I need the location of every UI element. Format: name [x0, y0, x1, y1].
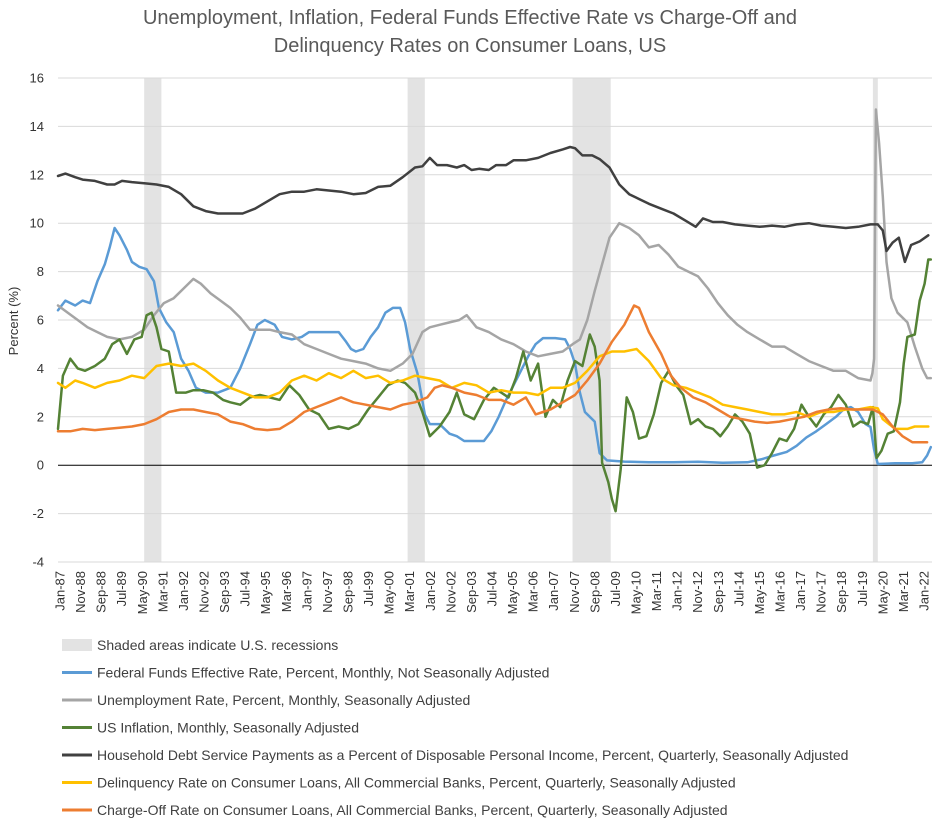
legend-label-3: US Inflation, Monthly, Seasonally Adjust…: [97, 720, 359, 736]
series-line-5: [56, 304, 929, 444]
y-tick-label-3: 2: [37, 409, 44, 424]
legend: Shaded areas indicate U.S. recessions Fed…: [62, 637, 848, 818]
x-tick-label-41: Mar-21: [896, 571, 911, 612]
x-tick-label-35: Mar-16: [773, 571, 788, 612]
series-line-3: [56, 145, 930, 264]
y-tick-label-7: 10: [30, 216, 44, 231]
x-tick-label-34: May-15: [752, 571, 767, 614]
series-lines: [56, 108, 933, 513]
x-tick-label-1: Nov-88: [73, 571, 88, 613]
x-tick-label-12: Jan-97: [299, 571, 314, 611]
x-tick-label-38: Sep-18: [834, 571, 849, 613]
x-tick-label-31: Nov-12: [690, 571, 705, 613]
x-tick-label-17: Mar-01: [402, 571, 417, 612]
legend-label-2: Unemployment Rate, Percent, Monthly, Sea…: [97, 692, 470, 708]
y-tick-label-1: -2: [32, 506, 44, 521]
legend-item-2: Unemployment Rate, Percent, Monthly, Sea…: [62, 692, 470, 708]
chart-title-line-1: Unemployment, Inflation, Federal Funds E…: [143, 7, 797, 29]
series-line-1: [56, 108, 933, 382]
x-tick-label-21: Jul-04: [485, 571, 500, 606]
x-tick-label-26: Sep-08: [587, 571, 602, 613]
x-tick-label-6: Jan-92: [176, 571, 191, 611]
x-tick-label-3: Jul-89: [114, 571, 129, 606]
x-tick-label-11: Mar-96: [279, 571, 294, 612]
legend-item-5: Delinquency Rate on Consumer Loans, All …: [62, 775, 736, 791]
x-axis-ticks: Jan-87 Nov-88 Sep-88 Jul-89 May-90 Mar-91 Jan-…: [53, 571, 932, 614]
y-tick-label-4: 4: [37, 361, 44, 376]
legend-label-5: Delinquency Rate on Consumer Loans, All …: [97, 775, 736, 791]
x-tick-label-20: Sep-03: [464, 571, 479, 613]
grid-lines: [58, 77, 932, 563]
y-tick-label-10: 16: [30, 71, 44, 86]
legend-item-3: US Inflation, Monthly, Seasonally Adjust…: [62, 720, 359, 736]
y-axis-label: Percent (%): [6, 287, 21, 356]
legend-label-6: Charge-Off Rate on Consumer Loans, All C…: [97, 802, 728, 818]
y-tick-label-0: -4: [32, 555, 44, 570]
x-tick-label-22: May-05: [505, 571, 520, 614]
x-tick-label-18: Jan-02: [423, 571, 438, 611]
x-tick-label-40: May-20: [875, 571, 890, 614]
x-tick-label-33: Jul-14: [731, 571, 746, 606]
x-tick-label-13: Nov-97: [320, 571, 335, 613]
x-tick-label-37: Nov-17: [814, 571, 829, 613]
x-tick-label-25: Nov-07: [567, 571, 582, 613]
x-tick-label-5: Mar-91: [155, 571, 170, 612]
x-tick-label-9: Jul-94: [238, 571, 253, 606]
legend-item-4: Household Debt Service Payments as a Per…: [62, 747, 848, 763]
x-tick-label-28: May-10: [629, 571, 644, 614]
legend-item-6: Charge-Off Rate on Consumer Loans, All C…: [62, 802, 728, 818]
legend-item-1: Federal Funds Effective Rate, Percent, M…: [62, 665, 549, 681]
x-tick-label-8: Sep-93: [217, 571, 232, 613]
y-tick-label-9: 14: [30, 119, 44, 134]
x-tick-label-27: Jul-09: [608, 571, 623, 606]
x-tick-label-4: May-90: [135, 571, 150, 614]
x-tick-label-7: Nov-92: [197, 571, 212, 613]
legend-swatch-0: [62, 639, 92, 651]
x-tick-label-2: Sep-88: [94, 571, 109, 613]
chart-title: Unemployment, Inflation, Federal Funds E…: [143, 7, 797, 57]
x-tick-label-32: Sep-13: [711, 571, 726, 613]
x-tick-label-30: Jan-12: [670, 571, 685, 611]
x-tick-label-42: Jan-22: [917, 571, 932, 611]
x-tick-label-16: May-00: [382, 571, 397, 614]
chart-title-line-2: Delinquency Rates on Consumer Loans, US: [274, 35, 666, 57]
y-tick-label-6: 8: [37, 264, 44, 279]
x-tick-label-24: Jan-07: [546, 571, 561, 611]
x-tick-label-39: Jul-19: [855, 571, 870, 606]
y-axis-ticks: -4 -2 0 2 4 6 8 10 12 14 16: [30, 71, 44, 570]
legend-label-1: Federal Funds Effective Rate, Percent, M…: [97, 665, 549, 681]
legend-label-4: Household Debt Service Payments as a Per…: [97, 747, 848, 763]
x-tick-label-0: Jan-87: [53, 571, 68, 611]
x-tick-label-10: May-95: [258, 571, 273, 614]
series-line-2: [56, 258, 933, 513]
x-tick-label-36: Jan-17: [793, 571, 808, 611]
x-tick-label-15: Jul-99: [361, 571, 376, 606]
x-tick-label-14: Sep-98: [341, 571, 356, 613]
y-tick-label-8: 12: [30, 167, 44, 182]
legend-label-0: Shaded areas indicate U.S. recessions: [97, 637, 338, 653]
x-tick-label-29: Mar-11: [649, 571, 664, 611]
series-line-4: [56, 347, 930, 431]
y-tick-label-2: 0: [37, 458, 44, 473]
x-tick-label-19: Nov-02: [443, 571, 458, 613]
legend-item-0: Shaded areas indicate U.S. recessions: [62, 637, 338, 653]
series-line-0: [56, 226, 933, 466]
y-tick-label-5: 6: [37, 313, 44, 328]
x-tick-label-23: Mar-06: [526, 571, 541, 612]
